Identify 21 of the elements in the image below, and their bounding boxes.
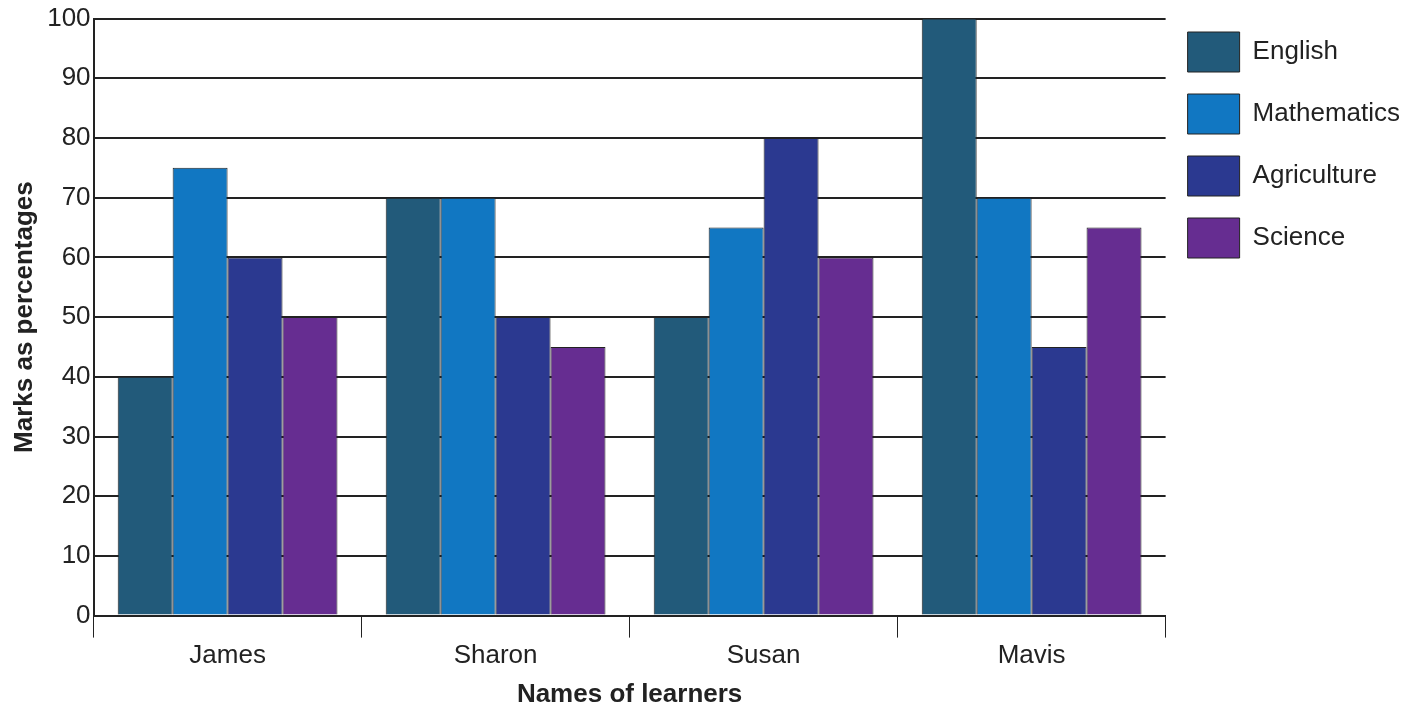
y-tick-label: 40 bbox=[61, 359, 91, 390]
legend-label: Agriculture bbox=[1252, 159, 1377, 190]
y-tick-label: 60 bbox=[61, 240, 91, 271]
x-tick-label: Susan bbox=[726, 639, 801, 670]
y-tick-label: 100 bbox=[47, 1, 91, 32]
legend-label: English bbox=[1252, 35, 1338, 66]
y-tick-label: 30 bbox=[61, 419, 91, 450]
y-tick-label: 70 bbox=[61, 180, 91, 211]
y-tick-label: 0 bbox=[76, 598, 91, 629]
y-tick-label: 80 bbox=[61, 121, 91, 152]
y-tick-label: 20 bbox=[61, 479, 91, 510]
y-tick-label: 10 bbox=[61, 539, 91, 570]
legend-label: Science bbox=[1252, 221, 1346, 252]
y-axis-title: Marks as percentages bbox=[7, 181, 38, 453]
x-tick-label: Sharon bbox=[453, 639, 538, 670]
y-tick-label: 90 bbox=[61, 61, 91, 92]
legend-label: Mathematics bbox=[1252, 97, 1401, 128]
y-tick-label: 50 bbox=[61, 300, 91, 331]
x-tick-label: Mavis bbox=[997, 639, 1066, 670]
x-axis-title: Names of learners bbox=[516, 677, 743, 708]
x-tick-label: James bbox=[189, 639, 266, 670]
